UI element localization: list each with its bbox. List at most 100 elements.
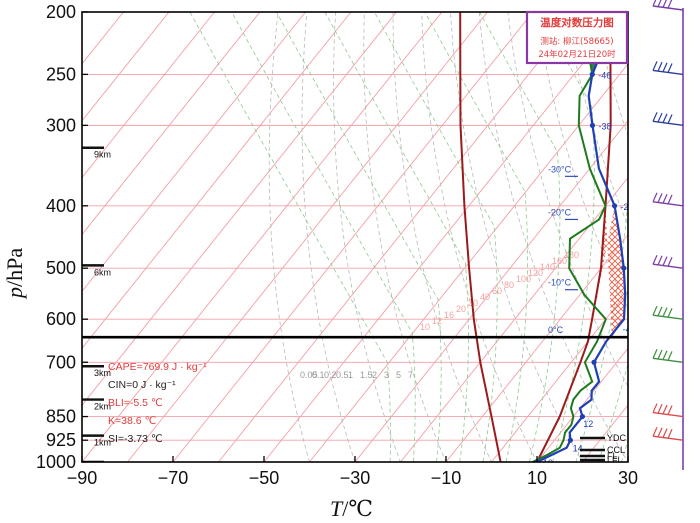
dry-adiabat bbox=[507, 12, 628, 388]
level-label: FL bbox=[607, 451, 618, 461]
temperature-point bbox=[591, 359, 597, 365]
cape-area bbox=[589, 205, 626, 338]
level-label: CCL bbox=[607, 445, 625, 455]
wind-barb bbox=[652, 61, 684, 76]
mixing-ratio-label: 80 bbox=[504, 280, 514, 290]
isotherm-line bbox=[127, 12, 488, 462]
y-tick-label: 1000 bbox=[36, 452, 76, 472]
indices-block: CAPE=769.9 J · kg⁻¹ CIN=0 J · kg⁻¹ BLI=-5.… bbox=[108, 361, 207, 445]
moist-adiabat bbox=[640, 12, 700, 476]
barb-feather bbox=[652, 61, 658, 71]
x-tick-label: 30 bbox=[618, 468, 638, 488]
dry-adiabat bbox=[363, 12, 447, 462]
wind-barb bbox=[652, 254, 684, 269]
x-tick-label: −50 bbox=[249, 468, 280, 488]
wind-barb bbox=[652, 305, 684, 320]
isotherm-label: -20°C bbox=[548, 207, 572, 217]
barb-feather bbox=[652, 254, 658, 265]
mixing-ratio-label: 3 bbox=[384, 370, 389, 380]
moist-adiabat bbox=[539, 12, 595, 462]
moist-adiabat bbox=[231, 12, 416, 462]
y-tick-label: 850 bbox=[46, 407, 76, 427]
isotherm-line bbox=[82, 12, 215, 179]
isotherm-line bbox=[82, 12, 306, 293]
barb-feather bbox=[657, 112, 663, 123]
temperature-line bbox=[536, 12, 627, 462]
height-label: 2km bbox=[94, 402, 111, 412]
profile-value-label: 14 bbox=[573, 444, 583, 454]
index-label: K=38.6 ℃ bbox=[108, 415, 156, 427]
x-axis-title: T/℃ bbox=[330, 496, 373, 521]
mixing-ratio-label: 5 bbox=[396, 370, 401, 380]
profile-value-label: -14 bbox=[630, 264, 643, 274]
barb-feather bbox=[667, 308, 673, 318]
mixing-ratio-label: 12 bbox=[432, 316, 442, 326]
height-label: 3km bbox=[94, 368, 111, 378]
y-tick-label: 925 bbox=[46, 430, 76, 450]
barb-feather bbox=[667, 429, 673, 439]
barb-feather bbox=[662, 193, 668, 204]
dry-adiabat bbox=[678, 5, 700, 476]
chart-title: 温度对数压力图 bbox=[540, 16, 614, 29]
level-label: LFL bbox=[607, 455, 623, 465]
wind-barb bbox=[652, 349, 684, 363]
height-label: 1km bbox=[94, 438, 111, 448]
barb-feather bbox=[667, 0, 673, 9]
moist-adiabat bbox=[663, 12, 700, 476]
dry-adiabat bbox=[478, 12, 628, 462]
dry-adiabat bbox=[650, 5, 700, 476]
barb-feather bbox=[662, 62, 668, 73]
profile-value-label: 10 bbox=[543, 458, 553, 468]
isotherm-line bbox=[445, 233, 628, 462]
barb-feather bbox=[652, 305, 658, 316]
dry-adiabat bbox=[268, 12, 310, 462]
mixing-ratio-label: 16 bbox=[444, 310, 454, 320]
isotherm-line bbox=[172, 12, 534, 462]
mixing-ratio-label: 100 bbox=[516, 274, 531, 284]
mixing-ratio-label: 160 bbox=[552, 256, 567, 266]
isotherm-label: -30°C bbox=[548, 164, 572, 174]
temperature-point bbox=[589, 71, 595, 77]
barb-feather bbox=[657, 349, 663, 360]
y-tick-label: 500 bbox=[46, 258, 76, 278]
temperature-point bbox=[589, 122, 596, 128]
mixing-ratio-label: 0.05 bbox=[300, 370, 318, 380]
profile-value-label: -46 bbox=[598, 70, 611, 80]
reference-lapse-line bbox=[459, 12, 502, 462]
index-label: BLI=-5.5 ℃ bbox=[108, 397, 163, 409]
mixing-ratio-label: 2 bbox=[372, 370, 377, 380]
y-tick-label: 400 bbox=[46, 196, 76, 216]
barb-feather bbox=[667, 405, 673, 415]
wind-barb bbox=[652, 403, 684, 418]
dry-adiabat bbox=[450, 12, 583, 462]
moist-adiabat bbox=[324, 12, 469, 462]
x-tick-label: −30 bbox=[340, 468, 371, 488]
mixing-ratio-label: 1 bbox=[348, 370, 353, 380]
wind-barb bbox=[652, 192, 684, 207]
barb-feather bbox=[667, 63, 673, 73]
isotherm-line bbox=[82, 12, 443, 462]
title-box: 温度对数压力图 测站: 柳江(58665) 24年02月21日20时 bbox=[525, 10, 629, 65]
y-axis-unit: /hPa bbox=[2, 248, 27, 287]
mixing-ratio-label: 7 bbox=[408, 370, 413, 380]
moist-adiabat bbox=[189, 12, 391, 462]
barb-feather bbox=[652, 426, 658, 437]
x-axis: −90 −70 −50 −30 −10 10 30 bbox=[67, 456, 638, 488]
mixing-ratio-label: 0.5 bbox=[336, 370, 349, 380]
isotherm-line bbox=[354, 120, 628, 462]
moist-adiabat bbox=[598, 362, 628, 462]
barb-feather bbox=[662, 350, 668, 360]
temperature-point bbox=[621, 265, 627, 271]
barb-feather bbox=[652, 349, 658, 359]
mixing-ratio-label: 140 bbox=[540, 262, 555, 272]
x-axis-var: T bbox=[330, 496, 344, 521]
parcel-path-line bbox=[536, 12, 612, 462]
barb-feather bbox=[657, 61, 663, 72]
mixing-ratio-label: 0.1 bbox=[312, 370, 325, 380]
mixing-ratio-label: 1.5 bbox=[360, 370, 373, 380]
isotherm-label: -10°C bbox=[548, 278, 572, 288]
x-axis-unit: /℃ bbox=[342, 496, 373, 521]
x-tick-label: 10 bbox=[527, 468, 547, 488]
mixing-ratio-label: 180 bbox=[564, 250, 579, 260]
